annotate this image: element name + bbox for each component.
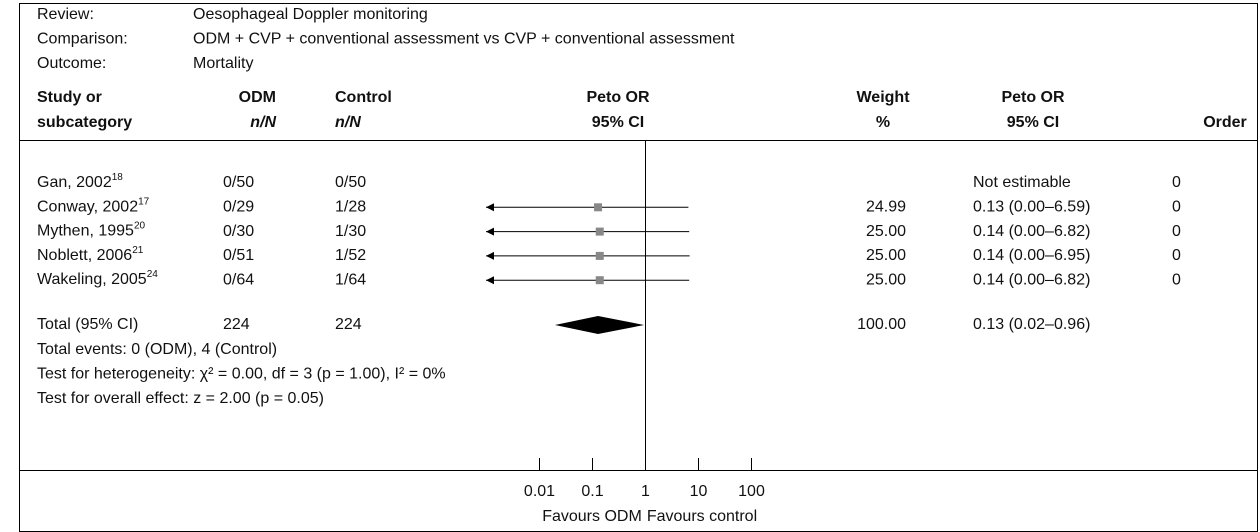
- order: 0: [1172, 174, 1181, 191]
- column-header: Weight: [856, 89, 910, 106]
- total-name: Total (95% CI): [37, 316, 138, 333]
- control-events: 0/50: [335, 174, 366, 191]
- odm-events: 0/64: [223, 271, 254, 288]
- x-tick-label: 0.1: [581, 483, 603, 500]
- point-estimate: [595, 276, 604, 285]
- column-header: ODM: [239, 89, 276, 106]
- x-tick-label: 1: [641, 483, 650, 500]
- header-label: Comparison:: [37, 31, 128, 48]
- column-header: Peto OR: [586, 89, 650, 106]
- point-estimate: [595, 227, 604, 236]
- note: Total events: 0 (ODM), 4 (Control): [37, 341, 277, 358]
- odm-events: 0/29: [223, 199, 254, 216]
- study-name: Noblett, 200621: [37, 245, 144, 265]
- odm-events: 0/51: [223, 247, 254, 264]
- column-header: n/N: [250, 114, 276, 131]
- favours-right: Favours control: [647, 508, 757, 525]
- ci-label: Not estimable: [973, 174, 1071, 191]
- column-header: subcategory: [37, 114, 132, 131]
- study-ref: 24: [147, 269, 159, 280]
- ci-arrow: [486, 227, 494, 236]
- study-label: Noblett, 2006: [37, 247, 132, 264]
- ci-label: 0.14 (0.00–6.95): [973, 247, 1090, 264]
- ci-label: 0.13 (0.00–6.59): [973, 199, 1090, 216]
- odm-events: 0/30: [223, 223, 254, 240]
- study-ref: 20: [134, 220, 146, 231]
- control-events: 1/52: [335, 247, 366, 264]
- ci-arrow: [486, 203, 494, 212]
- header-value: Mortality: [193, 55, 253, 72]
- study-name: Gan, 200218: [37, 172, 123, 192]
- x-tick-label: 0.01: [524, 483, 555, 500]
- study-ref: 18: [112, 172, 124, 183]
- study-name: Conway, 200217: [37, 196, 150, 216]
- header-value: Oesophageal Doppler monitoring: [193, 6, 428, 23]
- note: Test for overall effect: z = 2.00 (p = 0…: [37, 390, 324, 407]
- x-tick-label: 100: [738, 483, 765, 500]
- total-weight: 100.00: [857, 316, 906, 333]
- column-header: Order: [1203, 114, 1247, 131]
- column-header: Control: [335, 89, 392, 106]
- header-label: Review:: [37, 6, 94, 23]
- weight: 24.99: [866, 199, 906, 216]
- order: 0: [1172, 199, 1181, 216]
- study-name: Mythen, 199520: [37, 220, 146, 240]
- header-value: ODM + CVP + conventional assessment vs C…: [193, 31, 735, 48]
- control-events: 1/30: [335, 223, 366, 240]
- column-header: 95% CI: [1007, 114, 1059, 131]
- study-ref: 17: [138, 196, 150, 207]
- study-label: Mythen, 1995: [37, 223, 134, 240]
- weight: 25.00: [866, 271, 906, 288]
- favours-left: Favours ODM: [542, 508, 642, 525]
- point-estimate: [594, 203, 603, 212]
- control-events: 1/28: [335, 199, 366, 216]
- study-label: Gan, 2002: [37, 174, 112, 191]
- study-label: Wakeling, 2005: [37, 271, 147, 288]
- column-header: 95% CI: [592, 114, 644, 131]
- order: 0: [1172, 247, 1181, 264]
- total-ci-label: 0.13 (0.02–0.96): [973, 316, 1090, 333]
- study-label: Conway, 2002: [37, 199, 138, 216]
- point-estimate: [595, 251, 604, 260]
- ci-label: 0.14 (0.00–6.82): [973, 223, 1090, 240]
- weight: 25.00: [866, 223, 906, 240]
- header-label: Outcome:: [37, 55, 106, 72]
- order: 0: [1172, 271, 1181, 288]
- weight: 25.00: [866, 247, 906, 264]
- note: Test for heterogeneity: χ² = 0.00, df = …: [37, 366, 446, 383]
- total-odm: 224: [223, 316, 250, 333]
- column-header: n/N: [335, 114, 361, 131]
- odm-events: 0/50: [223, 174, 254, 191]
- column-header: Study or: [37, 89, 102, 106]
- total-control: 224: [335, 316, 362, 333]
- control-events: 1/64: [335, 271, 366, 288]
- order: 0: [1172, 223, 1181, 240]
- column-header: Peto OR: [1001, 89, 1065, 106]
- ci-arrow: [486, 251, 494, 260]
- x-tick-label: 10: [690, 483, 708, 500]
- study-name: Wakeling, 200524: [37, 269, 158, 289]
- study-ref: 21: [132, 245, 144, 256]
- frame: [19, 3, 1258, 532]
- ci-label: 0.14 (0.00–6.82): [973, 271, 1090, 288]
- ci-arrow: [486, 276, 494, 285]
- pooled-diamond: [554, 316, 645, 334]
- column-header: %: [876, 114, 890, 131]
